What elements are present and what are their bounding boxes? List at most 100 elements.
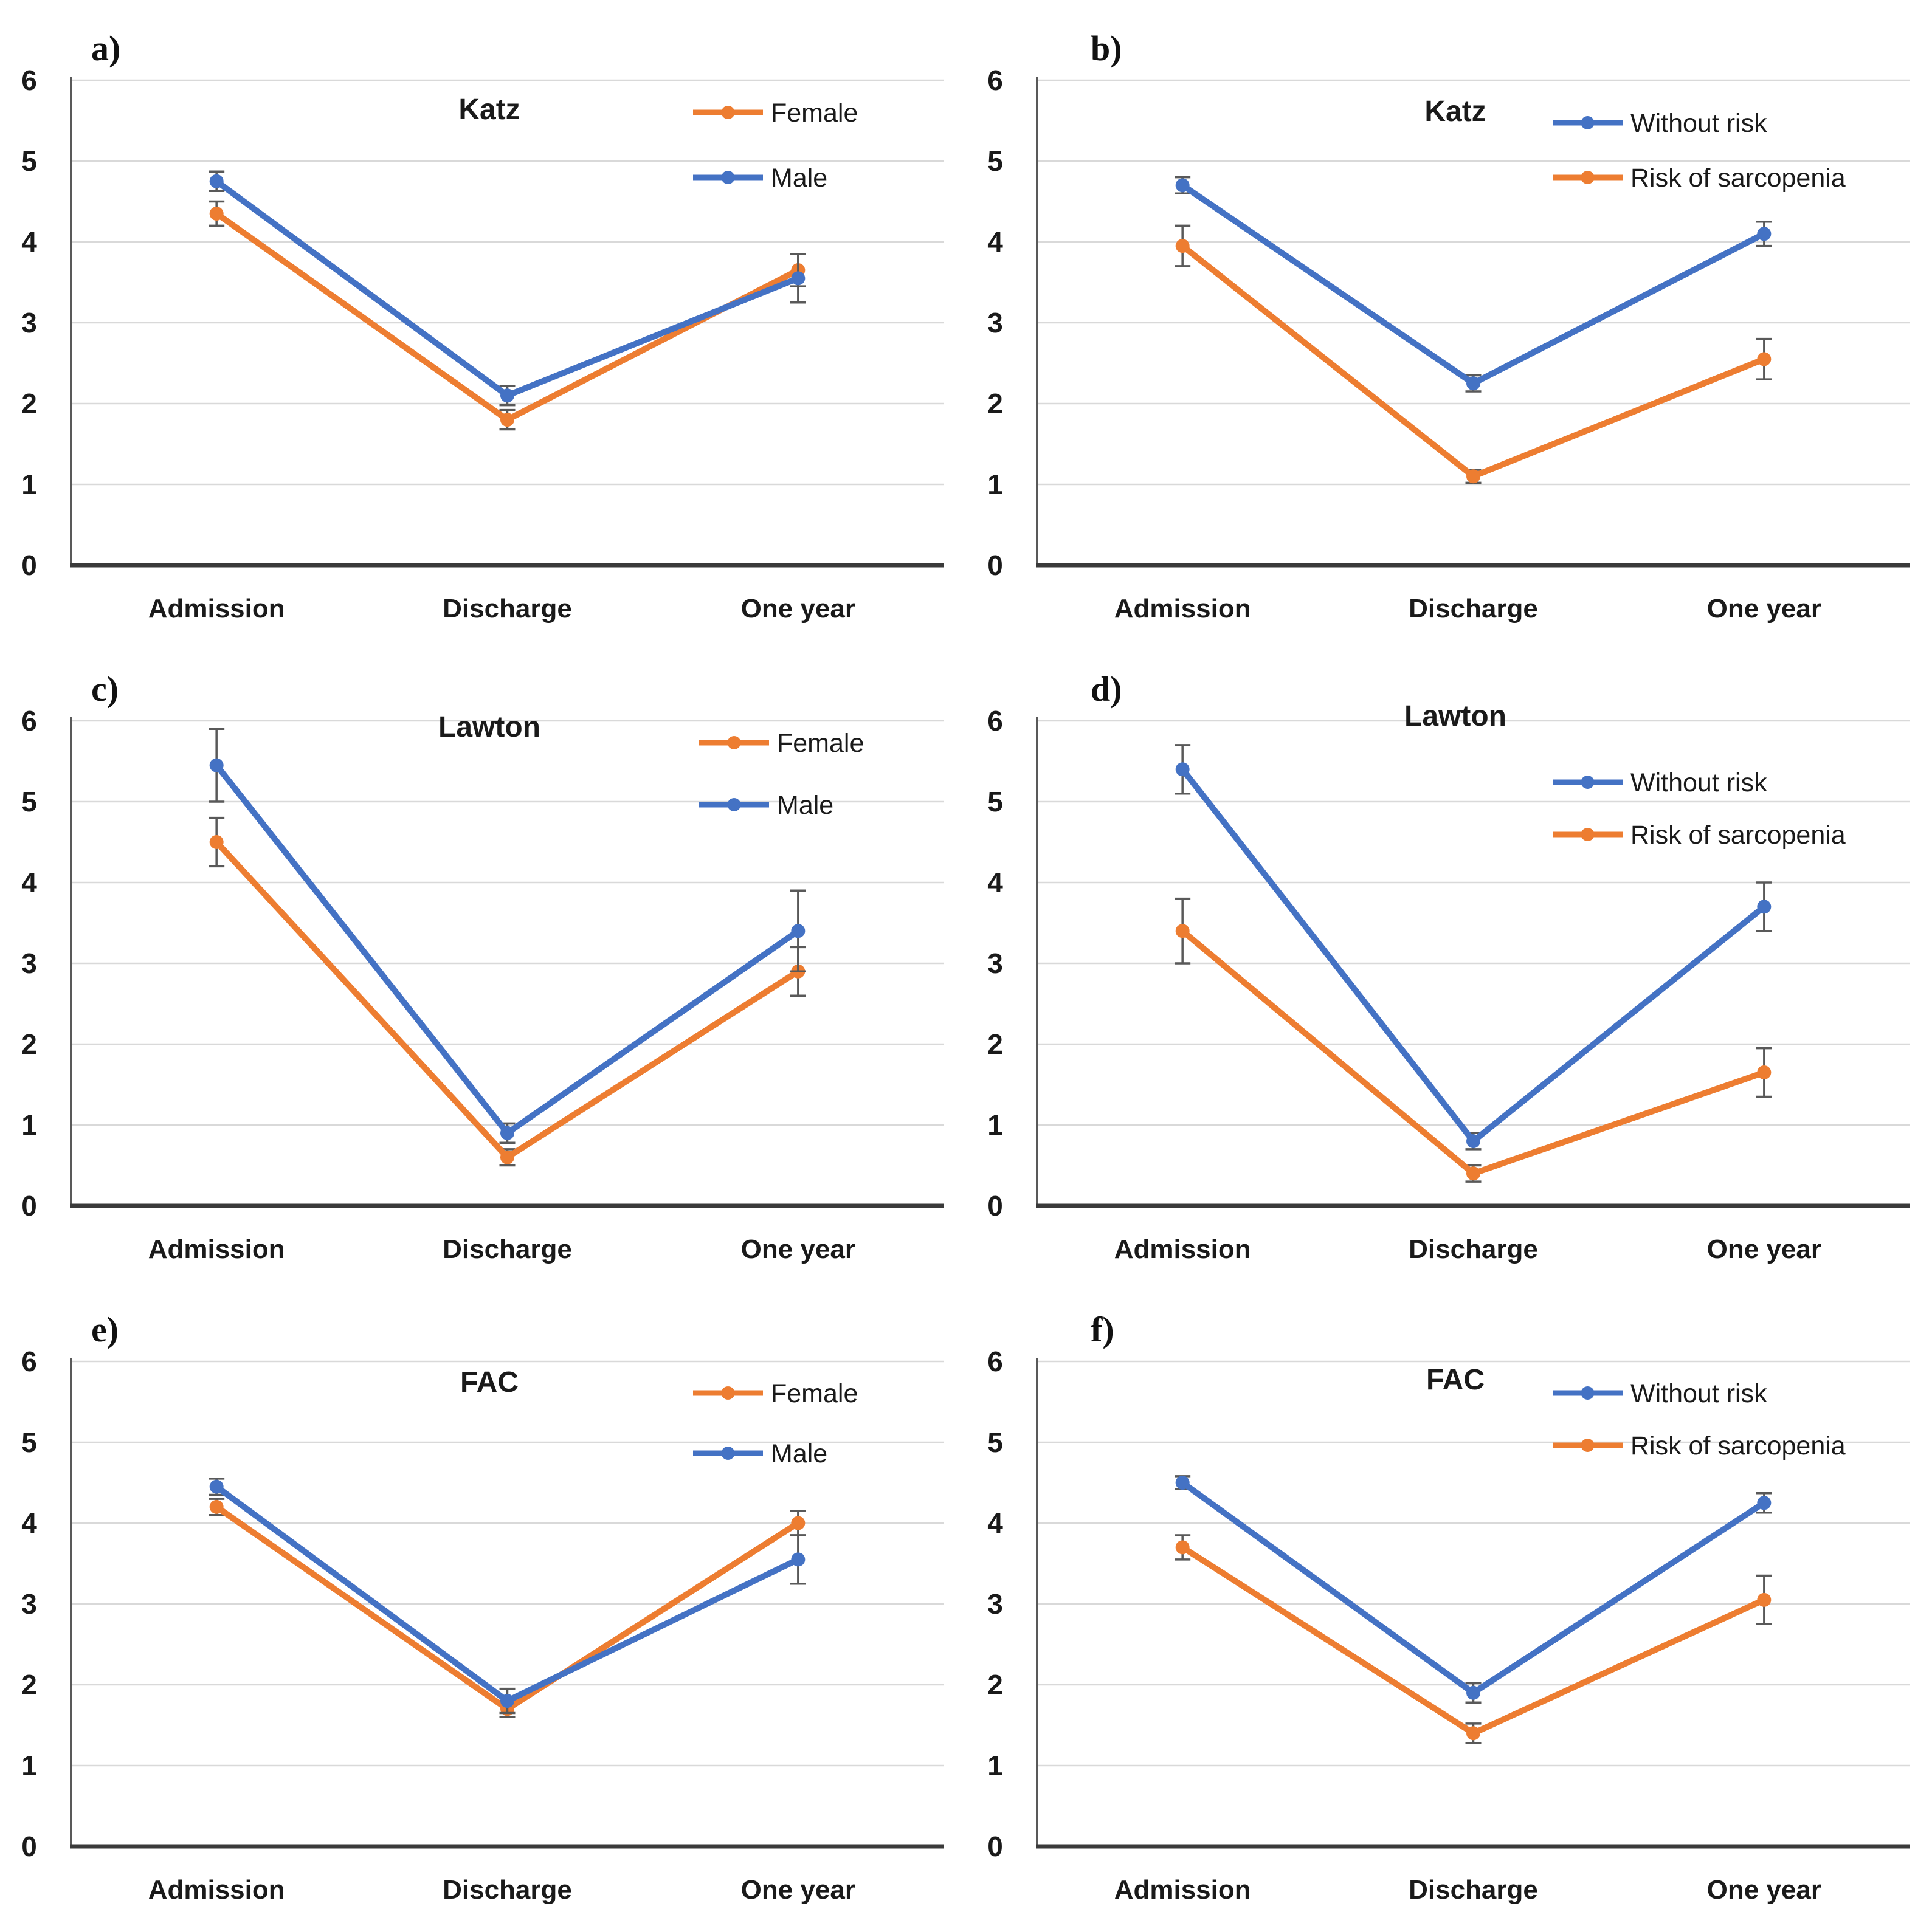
x-category-label-admission: Admission (148, 594, 285, 624)
legend-marker-dot-male (721, 1447, 735, 1460)
data-point-without-risk-one-year (1757, 227, 1772, 241)
legend-marker-dot-female (721, 106, 735, 119)
legend-marker-dot-male (727, 798, 741, 811)
y-tick-label: 5 (987, 145, 1003, 177)
chart-katz-by-risk: 0 1 2 3 4 5 6 Admission Discharge One year Katz Wit… (987, 64, 1910, 624)
y-tick-label: 4 (987, 867, 1003, 898)
y-tick-label: 6 (987, 1346, 1003, 1377)
data-point-without-risk-discharge (1466, 1685, 1480, 1700)
legend-label-without-risk: Without risk (1630, 1379, 1767, 1408)
chart-title: FAC (1426, 1364, 1485, 1396)
legend-marker-dot-female (727, 736, 741, 749)
legend-label-female: Female (771, 1379, 858, 1408)
chart-title: Katz (1424, 95, 1486, 128)
y-tick-label: 2 (21, 388, 37, 419)
x-category-label-discharge: Discharge (1409, 1875, 1538, 1905)
data-point-male-discharge (500, 1126, 514, 1140)
legend-label-male: Male (771, 163, 827, 193)
data-point-risk-of-sarcopenia-admission (1175, 924, 1190, 938)
chart-fac-by-risk: 0 1 2 3 4 5 6 Admission Discharge One year FAC With… (987, 1346, 1910, 1905)
panel-f-fac-by-risk: f) 0 1 2 3 4 5 6 Admission Discharge One year FAC W… (966, 1281, 1932, 1923)
x-category-label-one-year: One year (1707, 594, 1821, 624)
data-point-male-one-year (791, 1552, 806, 1567)
series-line-risk-of-sarcopenia (1179, 1544, 1767, 1736)
data-point-male-discharge (500, 1694, 514, 1708)
chart-title: FAC (460, 1366, 519, 1398)
y-tick-label: 6 (21, 705, 37, 737)
y-tick-label: 1 (21, 1109, 37, 1141)
y-tick-label: 2 (21, 1669, 37, 1701)
data-point-male-one-year (791, 924, 806, 938)
legend-marker-dot-without-risk (1581, 1386, 1595, 1400)
panel-letter-c: c) (91, 669, 119, 709)
panel-letter-b: b) (1091, 29, 1122, 68)
x-category-label-discharge: Discharge (443, 594, 572, 624)
y-tick-label: 1 (987, 1109, 1003, 1141)
y-tick-label: 3 (21, 307, 37, 339)
data-point-without-risk-admission (1175, 1476, 1190, 1490)
data-point-female-admission (209, 835, 224, 849)
x-category-label-discharge: Discharge (1409, 594, 1538, 624)
y-tick-label: 0 (987, 1190, 1003, 1222)
y-tick-label: 0 (21, 1190, 37, 1222)
data-point-without-risk-admission (1175, 178, 1190, 193)
legend-marker-dot-without-risk (1581, 116, 1595, 129)
data-point-male-one-year (791, 271, 806, 286)
y-tick-label: 5 (21, 145, 37, 177)
legend-label-risk-of-sarcopenia: Risk of sarcopenia (1630, 1431, 1846, 1460)
y-tick-label: 2 (21, 1028, 37, 1060)
data-point-risk-of-sarcopenia-one-year (1757, 352, 1772, 366)
panel-letter-d: d) (1091, 669, 1122, 709)
y-tick-label: 3 (21, 1588, 37, 1620)
series-line-without-risk (1179, 1479, 1767, 1696)
data-point-risk-of-sarcopenia-discharge (1466, 469, 1480, 484)
legend-label-risk-of-sarcopenia: Risk of sarcopenia (1630, 820, 1846, 850)
y-tick-label: 5 (21, 786, 37, 817)
x-category-label-one-year: One year (1707, 1875, 1821, 1905)
data-point-without-risk-one-year (1757, 900, 1772, 914)
y-tick-label: 0 (21, 549, 37, 581)
panel-letter-f: f) (1091, 1310, 1114, 1349)
chart-lawton-by-sex: 0 1 2 3 4 5 6 Admission Discharge One year Lawton F… (21, 705, 944, 1264)
legend-marker-dot-male (721, 171, 735, 184)
y-tick-label: 6 (21, 64, 37, 96)
data-point-male-admission (209, 758, 224, 772)
y-tick-label: 6 (987, 64, 1003, 96)
y-tick-label: 2 (987, 388, 1003, 419)
legend-label-male: Male (771, 1439, 827, 1468)
y-tick-label: 1 (21, 1750, 37, 1781)
x-category-label-one-year: One year (1707, 1234, 1821, 1264)
y-tick-label: 1 (987, 469, 1003, 500)
series-line-without-risk (1179, 182, 1767, 387)
data-point-without-risk-one-year (1757, 1496, 1772, 1510)
legend-label-without-risk: Without risk (1630, 109, 1767, 138)
y-tick-label: 3 (987, 1588, 1003, 1620)
data-point-risk-of-sarcopenia-one-year (1757, 1592, 1772, 1607)
data-point-without-risk-discharge (1466, 376, 1480, 391)
y-tick-label: 2 (987, 1028, 1003, 1060)
legend-marker-dot-female (721, 1386, 735, 1400)
legend-label-male: Male (777, 791, 833, 820)
data-point-female-admission (209, 1499, 224, 1514)
chart-katz-by-sex: 0 1 2 3 4 5 6 Admission Discharge One year Katz Fem… (21, 64, 944, 624)
data-point-risk-of-sarcopenia-discharge (1466, 1166, 1480, 1181)
x-category-label-admission: Admission (1114, 1234, 1251, 1264)
data-point-risk-of-sarcopenia-admission (1175, 239, 1190, 253)
x-category-label-one-year: One year (741, 594, 855, 624)
y-tick-label: 3 (987, 307, 1003, 339)
x-category-label-admission: Admission (1114, 594, 1251, 624)
y-tick-label: 0 (987, 1831, 1003, 1862)
y-tick-label: 2 (987, 1669, 1003, 1701)
legend-marker-dot-risk-of-sarcopenia (1581, 171, 1595, 184)
legend-label-without-risk: Without risk (1630, 768, 1767, 797)
panel-letter-e: e) (91, 1310, 119, 1349)
panel-d-lawton-by-risk: d) 0 1 2 3 4 5 6 Admission Discharge One year Lawt… (966, 641, 1932, 1281)
y-tick-label: 4 (21, 1507, 37, 1539)
data-point-female-discharge (500, 1150, 514, 1164)
panel-b-katz-by-risk: b) 0 1 2 3 4 5 6 Admission Discharge One year Katz… (966, 0, 1932, 641)
x-category-label-admission: Admission (148, 1875, 285, 1905)
y-tick-label: 5 (21, 1426, 37, 1458)
chart-fac-by-sex: 0 1 2 3 4 5 6 Admission Discharge One year FAC Fema… (21, 1346, 944, 1905)
x-category-label-admission: Admission (148, 1234, 285, 1264)
y-tick-label: 1 (987, 1750, 1003, 1781)
